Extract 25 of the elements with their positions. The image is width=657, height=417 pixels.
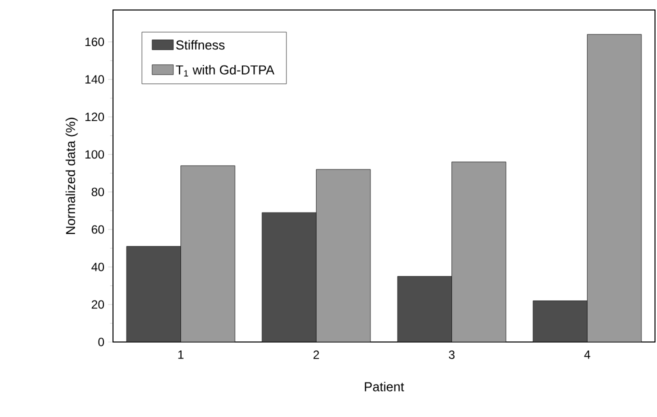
y-tick-label: 80 (92, 188, 104, 196)
y-tick-label: 160 (85, 38, 104, 46)
bar (262, 212, 316, 342)
x-tick-label: 1 (178, 350, 184, 359)
bar (180, 166, 235, 342)
bar (398, 276, 452, 342)
x-tick-label: 2 (314, 350, 319, 359)
x-axis-title: Patient (364, 382, 404, 392)
y-tick-label: 40 (91, 262, 104, 272)
x-tick-label: 4 (584, 350, 590, 359)
x-tick-label: 3 (448, 350, 455, 359)
bar (452, 162, 506, 342)
y-axis-title: Normalized data (%) (66, 118, 78, 234)
bar (532, 300, 588, 342)
legend-label: Stiffness (176, 40, 225, 50)
bar (587, 34, 642, 342)
bar (126, 246, 181, 342)
y-tick-label: 60 (92, 225, 104, 234)
y-tick-label: 100 (85, 150, 104, 159)
bar (316, 169, 370, 342)
y-tick-label: 0 (98, 338, 104, 346)
y-tick-label: 140 (85, 75, 104, 84)
y-tick-label: 120 (85, 112, 104, 122)
y-tick-label: 20 (92, 300, 104, 309)
legend-label: T$_{1}$ with Gd-DTPA (176, 64, 274, 76)
